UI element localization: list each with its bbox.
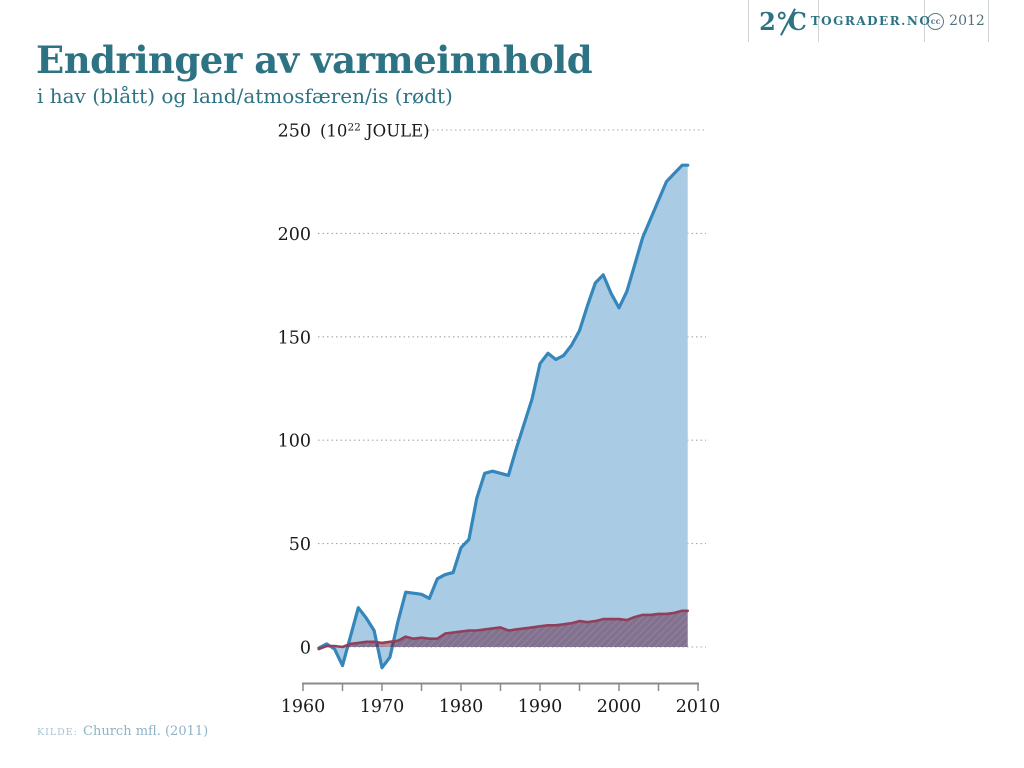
logo-2c: 2°C [748,0,818,42]
license-badge: cc 2012 [924,0,988,42]
y-tick-label: 200 [278,225,311,245]
x-tick-label: 1970 [360,697,405,717]
source-label: KILDE: [37,727,78,738]
x-tick-label: 2010 [676,697,721,717]
y-tick-label: 50 [289,535,311,555]
y-tick-label: 100 [278,432,311,452]
license-year: 2012 [949,13,985,29]
x-tick-label: 2000 [597,697,642,717]
creative-commons-icon: cc [927,12,945,30]
page-title: Endringer av varmeinnhold [36,38,593,82]
page-subtitle: i hav (blått) og land/atmosfæren/is (rød… [37,84,453,108]
header-divider [818,0,819,42]
axis-labels: 0 50 100 150 200 250 (1022 JOULE) 1960 1970 1980 1… [278,122,721,718]
header-divider [988,0,989,42]
source-text: Church mfl. (2011) [83,724,209,739]
x-tick-label: 1980 [439,697,484,717]
y-tick-label: 150 [278,328,311,348]
site-name-label: TOGRADER.NO [810,14,932,28]
x-tick-label: 1990 [518,697,563,717]
line-ocean [317,163,690,670]
header-divider [748,0,749,42]
y-tick-label: 0 [300,639,311,659]
area-hatch-overlay [318,610,688,650]
source-line: KILDE: Church mfl. (2011) [37,720,208,739]
site-name: TOGRADER.NO [811,0,930,42]
header-divider [924,0,925,42]
area-ocean [318,165,688,668]
data-series [317,163,690,670]
x-tick-label: 1960 [281,697,326,717]
y-axis-unit-label: (1022 JOULE) [320,122,430,141]
line-land-atmosphere-ice [317,609,689,651]
y-tick-label: 250 [278,122,311,142]
x-axis [302,682,699,691]
